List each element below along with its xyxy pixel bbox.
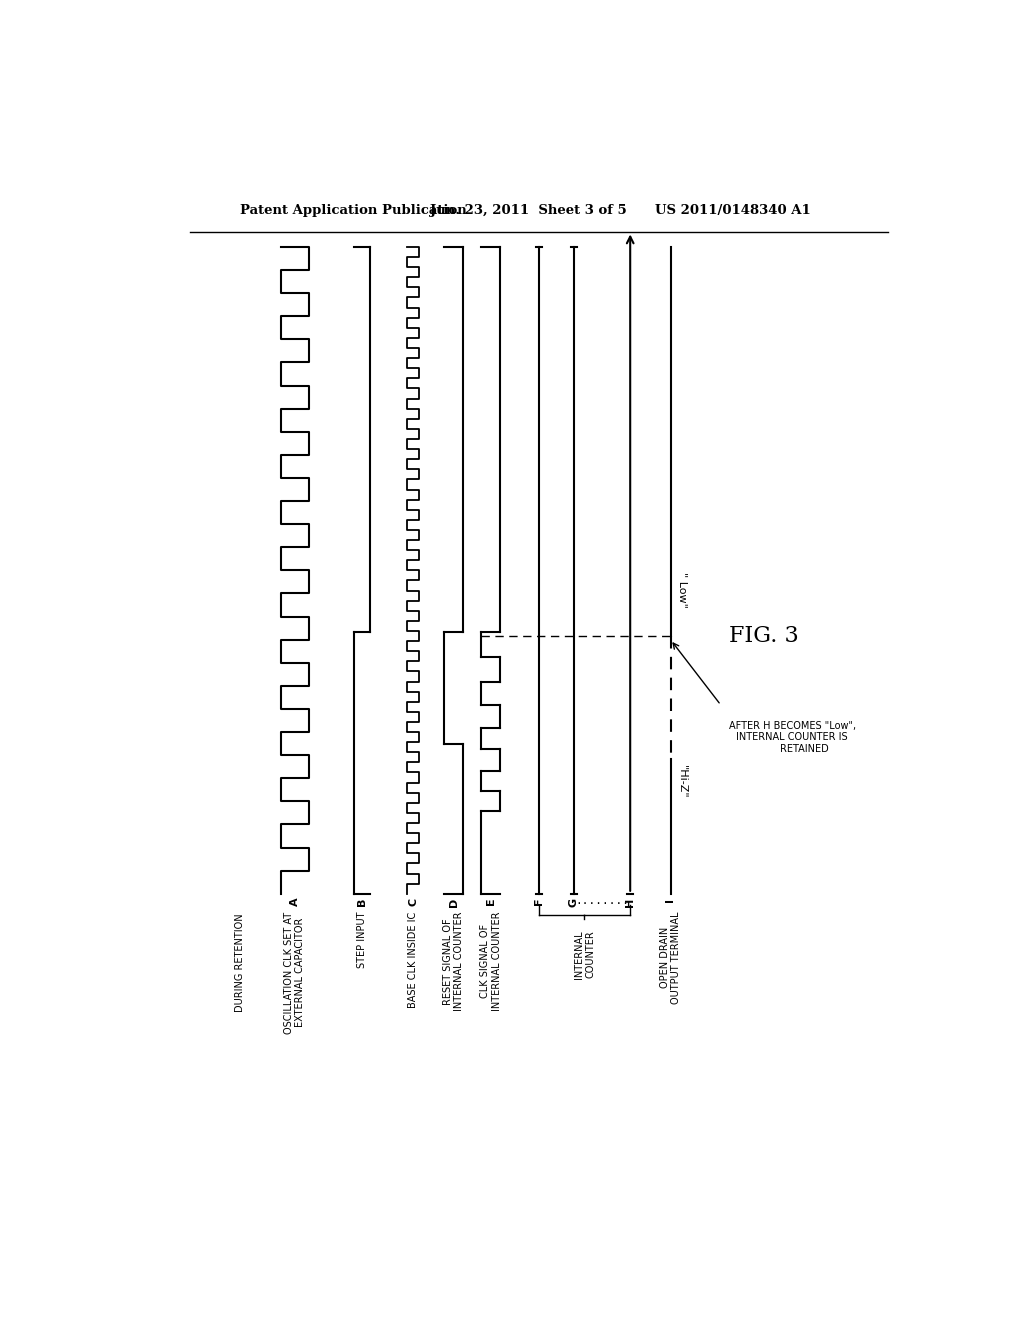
Text: FIG. 3: FIG. 3 <box>729 624 799 647</box>
Text: A: A <box>290 898 300 907</box>
Text: E: E <box>485 898 496 906</box>
Text: " Low": " Low" <box>677 572 687 607</box>
Text: D: D <box>449 898 459 907</box>
Text: OSCILLATION CLK SET AT
EXTERNAL CAPACITOR: OSCILLATION CLK SET AT EXTERNAL CAPACITO… <box>284 911 305 1034</box>
Text: BASE CLK INSIDE IC: BASE CLK INSIDE IC <box>409 911 418 1007</box>
Text: H: H <box>626 898 635 907</box>
Text: G: G <box>568 898 579 907</box>
Text: STEP INPUT: STEP INPUT <box>357 911 367 968</box>
Text: CLK SIGNAL OF
INTERNAL COUNTER: CLK SIGNAL OF INTERNAL COUNTER <box>480 911 502 1011</box>
Text: I: I <box>666 898 676 902</box>
Text: OPEN DRAIN
OUTPUT TERMINAL: OPEN DRAIN OUTPUT TERMINAL <box>659 911 681 1005</box>
Text: Jun. 23, 2011  Sheet 3 of 5: Jun. 23, 2011 Sheet 3 of 5 <box>430 205 627 218</box>
Text: B: B <box>357 898 367 906</box>
Text: C: C <box>409 898 418 906</box>
Text: AFTER H BECOMES "Low",
INTERNAL COUNTER IS
        RETAINED: AFTER H BECOMES "Low", INTERNAL COUNTER … <box>729 721 856 754</box>
Text: "Hi-Z": "Hi-Z" <box>677 766 687 799</box>
Text: INTERNAL
COUNTER: INTERNAL COUNTER <box>573 929 595 978</box>
Text: US 2011/0148340 A1: US 2011/0148340 A1 <box>655 205 811 218</box>
Text: F: F <box>534 898 544 906</box>
Text: Patent Application Publication: Patent Application Publication <box>241 205 467 218</box>
Text: ........: ........ <box>574 896 629 906</box>
Text: RESET SIGNAL OF
INTERNAL COUNTER: RESET SIGNAL OF INTERNAL COUNTER <box>442 911 464 1011</box>
Text: DURING RETENTION: DURING RETENTION <box>236 913 246 1011</box>
